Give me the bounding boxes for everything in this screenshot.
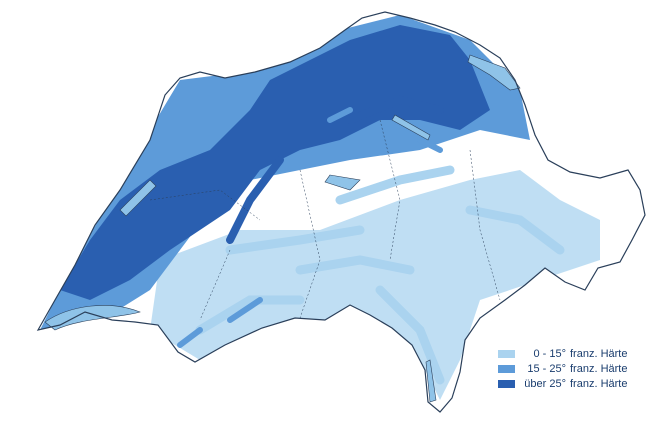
legend-range: 15 - 25° bbox=[527, 363, 566, 375]
lake-geneva bbox=[44, 305, 141, 331]
river-bands-mid bbox=[177, 107, 443, 348]
legend-label: franz. Härte bbox=[570, 363, 628, 375]
river-bands-high bbox=[226, 95, 444, 244]
canton-borders bbox=[149, 119, 501, 321]
legend-item-high: über 25° franz. Härte bbox=[498, 377, 627, 391]
legend-swatch-low bbox=[498, 350, 515, 358]
legend-item-low: 0 - 15° franz. Härte bbox=[498, 347, 627, 361]
lake-constance bbox=[467, 54, 521, 91]
legend-label: franz. Härte bbox=[570, 348, 628, 360]
lake-maggiore bbox=[425, 359, 437, 403]
lakes bbox=[44, 54, 521, 403]
legend-label: franz. Härte bbox=[570, 378, 628, 390]
legend-range: 0 - 15° bbox=[533, 348, 566, 360]
legend-swatch-high bbox=[498, 380, 515, 388]
lake-neuchatel bbox=[119, 179, 157, 217]
area-low-hardness bbox=[150, 170, 600, 400]
legend-range: über 25° bbox=[524, 378, 566, 390]
legend-swatch-mid bbox=[498, 365, 515, 373]
river-bands-low bbox=[195, 165, 565, 385]
legend: 0 - 15° franz. Härte 15 - 25° franz. Här… bbox=[498, 347, 627, 392]
lake-zurich bbox=[391, 114, 431, 141]
lake-lucerne bbox=[324, 174, 361, 191]
legend-item-mid: 15 - 25° franz. Härte bbox=[498, 362, 627, 376]
